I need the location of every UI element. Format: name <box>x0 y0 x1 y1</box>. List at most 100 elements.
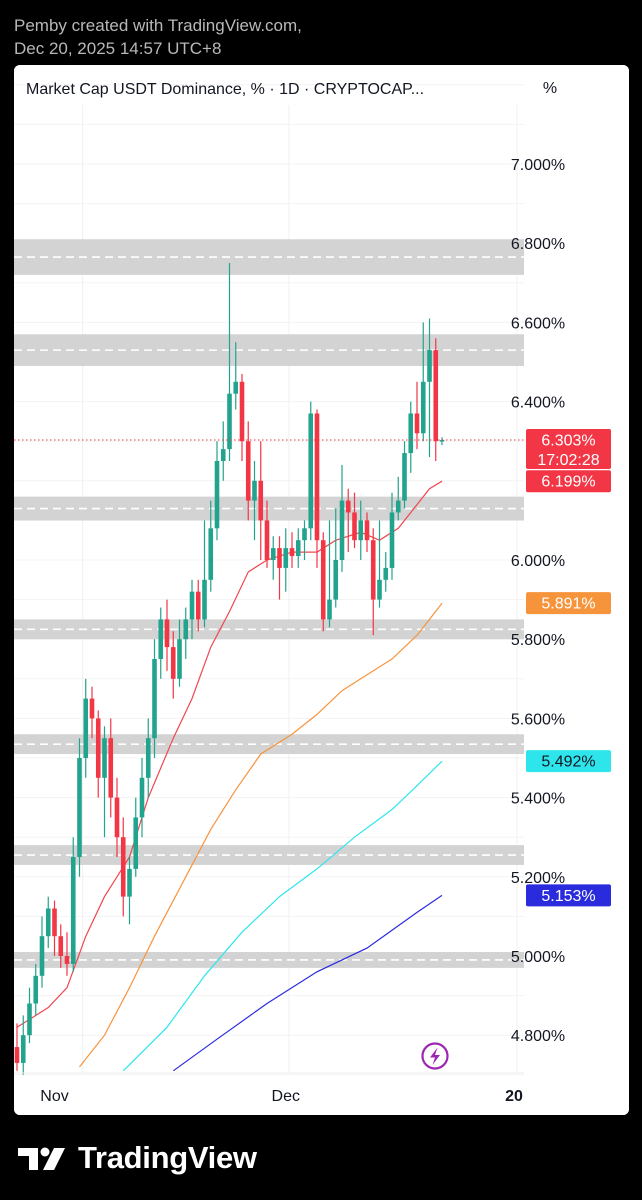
price-label-bg <box>526 470 611 493</box>
candle-up <box>208 500 214 592</box>
candle-up <box>133 797 139 877</box>
candle-up <box>183 607 189 659</box>
candle-body <box>383 567 389 580</box>
candle-body <box>402 453 407 501</box>
candle-body <box>408 413 414 454</box>
candle-up <box>389 492 395 580</box>
candle-body <box>233 381 239 394</box>
candle-down <box>258 441 264 560</box>
candle-body <box>327 599 332 620</box>
price-label: 5.492% <box>526 750 611 773</box>
candle-body <box>127 868 132 897</box>
candle-body <box>108 738 114 798</box>
candle-body <box>414 413 420 434</box>
price-chart[interactable]: 7.000% 6.800% 6.600% 6.400% 6.000% 5.800% 5.60… <box>14 65 629 1115</box>
candle-body <box>314 413 320 541</box>
time-tick-label: Nov <box>40 1088 68 1105</box>
candle-up <box>427 318 432 458</box>
candle-body <box>352 512 357 541</box>
candle-body <box>308 413 314 529</box>
candle-body <box>102 738 107 778</box>
price-label: 6.199% <box>526 470 611 493</box>
candle-up <box>177 619 182 687</box>
candle-body <box>333 560 339 600</box>
candle-up <box>420 322 426 442</box>
price-label-value: 5.153% <box>541 888 595 905</box>
time-axis: Nov Dec 20 <box>40 1088 523 1105</box>
candle-body <box>58 936 64 956</box>
candle-up <box>377 520 382 608</box>
candle-up <box>383 552 389 592</box>
price-label: 5.153% <box>526 884 611 907</box>
price-tick-label: 6.000% <box>511 553 565 570</box>
candle-down <box>195 579 201 632</box>
price-tick-label: 7.000% <box>511 157 565 174</box>
candle-up <box>127 857 132 925</box>
candle-up <box>270 536 276 580</box>
candle-body <box>245 441 251 501</box>
candle-body <box>295 540 301 557</box>
candle-up <box>45 896 51 949</box>
candle-up <box>308 401 314 541</box>
candle-up <box>102 726 107 838</box>
candle-body <box>289 548 295 557</box>
candle-body <box>14 1047 20 1063</box>
candle-body <box>264 520 270 560</box>
candle-body <box>45 908 51 937</box>
candle-body <box>145 738 151 778</box>
candle-up <box>252 461 257 541</box>
price-label: 6.303% 17:02:28 <box>526 429 611 470</box>
price-label-bg <box>526 429 611 470</box>
candle-body <box>139 777 145 818</box>
candle-down <box>314 409 320 568</box>
candle-up <box>139 758 145 838</box>
candle-body <box>89 698 95 719</box>
lightning-icon[interactable] <box>421 1042 449 1070</box>
candle-body <box>370 540 376 600</box>
candle-up <box>189 579 195 640</box>
candle-body <box>389 512 395 568</box>
sr-zones <box>14 239 524 968</box>
candle-up <box>33 963 39 1016</box>
price-label-bg <box>526 592 611 615</box>
candle-body <box>420 381 426 434</box>
price-label-value: 5.492% <box>541 754 595 771</box>
price-tick-label: 4.800% <box>511 1028 565 1045</box>
candle-body <box>202 579 207 620</box>
candle-body <box>189 591 195 620</box>
candle-down <box>120 817 126 917</box>
candle-body <box>195 591 201 620</box>
price-tick-label: 6.800% <box>511 236 565 253</box>
candle-down <box>14 1023 20 1071</box>
unit-toggle[interactable]: % <box>543 80 557 97</box>
candle-down <box>64 932 70 976</box>
candle-up <box>333 508 339 608</box>
chart-title: Market Cap USDT Dominance, % · 1D · CRYP… <box>26 81 424 98</box>
candle-up <box>220 421 226 481</box>
price-tick-label: 5.200% <box>511 870 565 887</box>
candle-up <box>158 607 164 679</box>
candle-up <box>233 342 239 410</box>
candle-body <box>395 500 401 513</box>
candle-down <box>264 500 270 568</box>
price-label: 5.891% <box>526 592 611 615</box>
price-label-bg <box>526 750 611 773</box>
tradingview-wordmark: TradingView <box>78 1140 257 1175</box>
candle-body <box>33 975 39 1004</box>
candle-body <box>258 480 264 521</box>
moving-average-ma200 <box>172 894 443 1072</box>
screenshot-header: Pemby created with TradingView.com, Dec … <box>14 14 302 60</box>
candle-down <box>414 381 420 450</box>
candle-down <box>170 631 176 699</box>
candle-down <box>245 421 251 521</box>
candle-body <box>358 520 364 541</box>
candle-up <box>202 520 207 628</box>
candle-body <box>208 528 214 580</box>
candle-down <box>89 686 95 739</box>
timestamp-text: Dec 20, 2025 14:57 UTC+8 <box>14 39 222 58</box>
candle-up <box>395 476 401 521</box>
candle-body <box>158 619 164 659</box>
candle-up <box>83 678 89 778</box>
chart-card: 7.000% 6.800% 6.600% 6.400% 6.000% 5.800% 5.60… <box>14 65 629 1115</box>
price-tick-label: 6.600% <box>511 315 565 332</box>
